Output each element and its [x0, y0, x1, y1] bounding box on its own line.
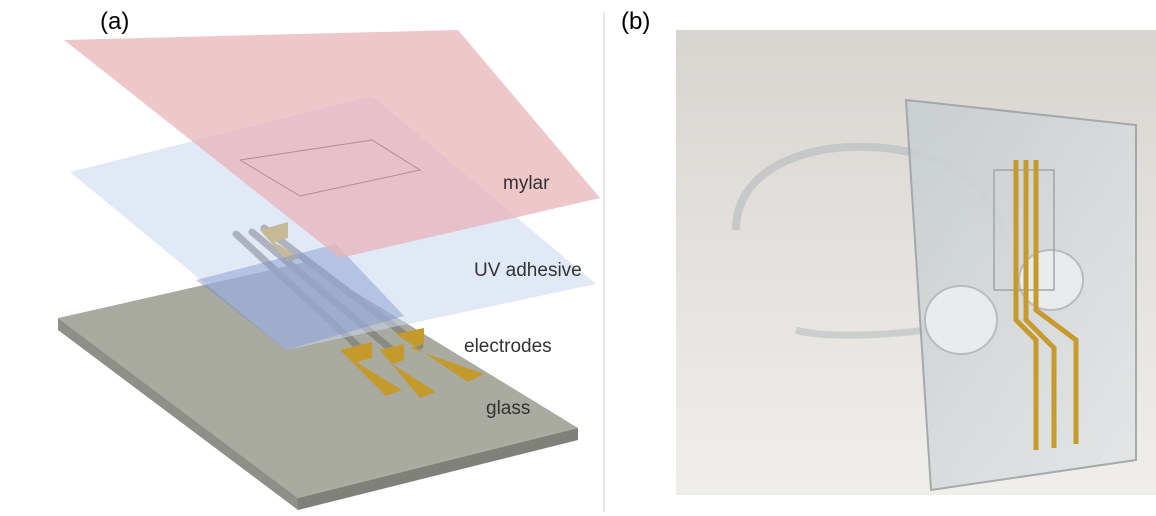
device-photo	[676, 30, 1156, 495]
gold-electrodes	[1013, 160, 1079, 450]
label-electrodes: electrodes	[464, 336, 552, 357]
label-mylar: mylar	[503, 173, 550, 194]
panel-a-label: (a)	[100, 8, 130, 35]
adhesive-channel-region	[196, 244, 404, 350]
glass-slab	[58, 262, 578, 510]
mylar-layer	[64, 30, 600, 258]
panel-b-label: (b)	[621, 8, 651, 35]
connector-2	[1018, 249, 1084, 311]
label-glass: glass	[486, 398, 530, 419]
channel-outline	[239, 139, 422, 197]
label-uv-adhesive: UV adhesive	[474, 260, 582, 281]
exploded-layer-diagram: mylar UV adhesive electrodes glass	[58, 12, 605, 512]
connector-1	[924, 285, 998, 355]
